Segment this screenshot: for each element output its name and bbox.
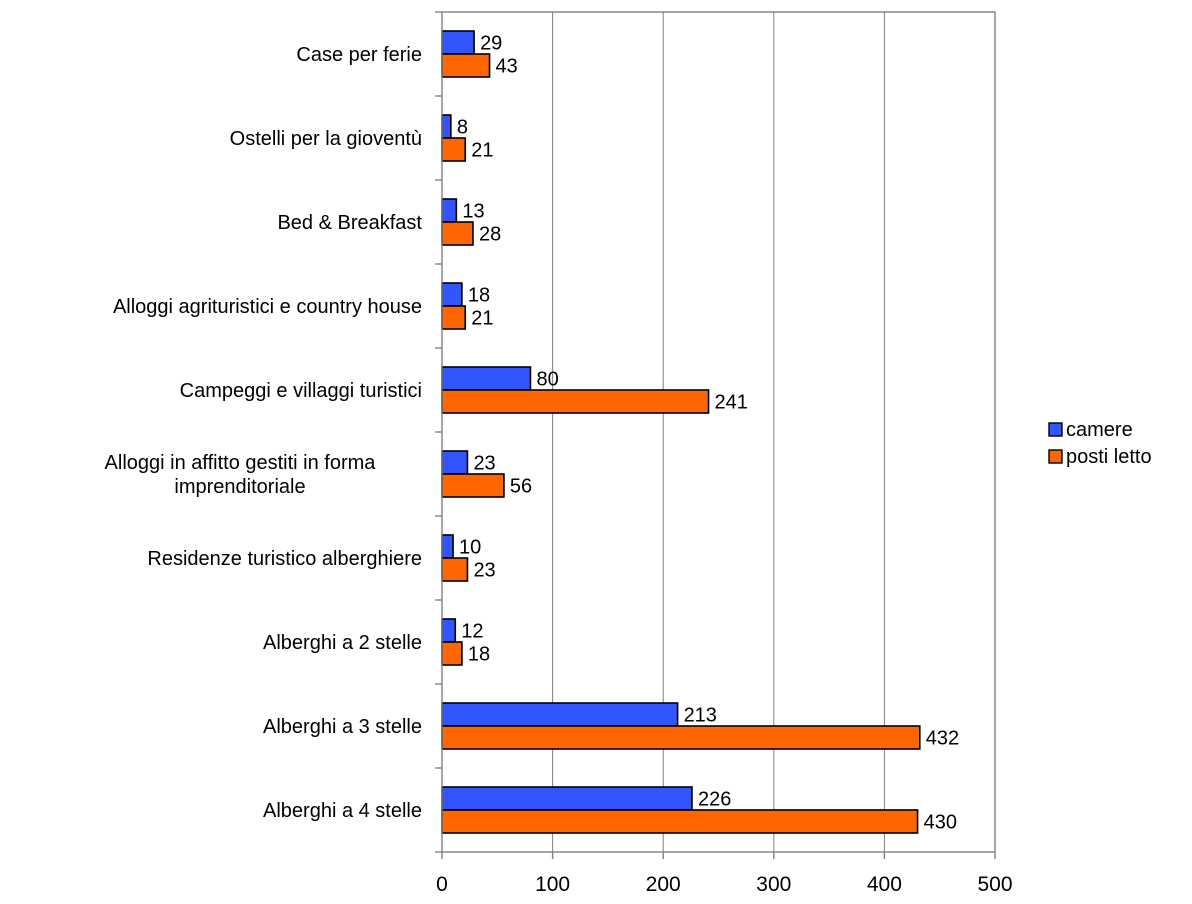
data-label: 10 bbox=[459, 537, 481, 559]
data-label: 43 bbox=[496, 56, 518, 78]
bar-posti-letto bbox=[441, 221, 474, 246]
data-label: 8 bbox=[457, 117, 468, 139]
bar-posti-letto bbox=[441, 389, 710, 414]
bar-posti-letto bbox=[441, 53, 491, 78]
category-label-line: Alloggi in affitto gestiti in forma bbox=[105, 452, 377, 474]
category-label-line: Alloggi agrituristici e country house bbox=[113, 296, 422, 318]
category-label: Campeggi e villaggi turistici bbox=[180, 380, 422, 402]
bar-camere bbox=[441, 534, 454, 559]
data-label: 21 bbox=[471, 308, 493, 330]
data-label: 80 bbox=[536, 369, 558, 391]
bar-camere bbox=[441, 618, 457, 643]
legend: camere posti letto bbox=[1048, 419, 1152, 468]
category-label: Alberghi a 3 stelle bbox=[263, 716, 422, 738]
bar-camere bbox=[441, 198, 458, 223]
x-tick-label: 100 bbox=[535, 873, 570, 896]
category-label: Residenze turistico alberghiere bbox=[147, 548, 422, 570]
data-label: 18 bbox=[468, 644, 490, 666]
data-label: 29 bbox=[480, 33, 502, 55]
bar-posti-letto bbox=[441, 725, 921, 750]
bar-camere bbox=[441, 786, 693, 811]
category-label-line: Ostelli per la gioventù bbox=[230, 128, 422, 150]
bar-camere bbox=[441, 450, 469, 475]
bar-posti-letto bbox=[441, 473, 505, 498]
x-tick-label: 400 bbox=[867, 873, 902, 896]
category-label-line: Alberghi a 2 stelle bbox=[263, 632, 422, 654]
category-label: Bed & Breakfast bbox=[277, 212, 422, 234]
bar-posti-letto bbox=[441, 809, 919, 834]
bar-posti-letto bbox=[441, 641, 463, 666]
category-label: Case per ferie bbox=[296, 44, 422, 66]
category-label: Alloggi in affitto gestiti in forma impre… bbox=[105, 452, 377, 498]
category-label-line: Alberghi a 4 stelle bbox=[263, 800, 422, 822]
x-tick-label: 500 bbox=[977, 873, 1012, 896]
category-label: Alberghi a 2 stelle bbox=[263, 632, 422, 654]
category-label-line: Bed & Breakfast bbox=[277, 212, 422, 234]
data-label: 12 bbox=[461, 621, 483, 643]
data-label: 213 bbox=[684, 705, 717, 727]
bar-camere bbox=[441, 702, 679, 727]
bar-posti-letto bbox=[441, 137, 467, 162]
bar-posti-letto bbox=[441, 557, 469, 582]
category-label: Ostelli per la gioventù bbox=[230, 128, 422, 150]
category-label-line: Alberghi a 3 stelle bbox=[263, 716, 422, 738]
legend-swatch-posti-letto bbox=[1048, 449, 1063, 464]
bar-posti-letto bbox=[441, 305, 467, 330]
data-label: 226 bbox=[698, 789, 731, 811]
category-label: Alberghi a 4 stelle bbox=[263, 800, 422, 822]
category-label-line: Residenze turistico alberghiere bbox=[147, 548, 422, 570]
category-label: Alloggi agrituristici e country house bbox=[113, 296, 422, 318]
category-label-line: imprenditoriale bbox=[174, 476, 305, 498]
bar-camere bbox=[441, 114, 452, 139]
data-label: 23 bbox=[473, 560, 495, 582]
category-label-line: Case per ferie bbox=[296, 44, 422, 66]
x-tick-label: 0 bbox=[436, 873, 448, 896]
data-label: 432 bbox=[926, 728, 959, 750]
legend-swatch-camere bbox=[1048, 422, 1063, 437]
bar-layer bbox=[441, 30, 921, 834]
category-label-line: Campeggi e villaggi turistici bbox=[180, 380, 422, 402]
axis-layer: 0 100 200 300 400 500 bbox=[435, 11, 1013, 896]
legend-label-posti-letto: posti letto bbox=[1066, 446, 1152, 468]
data-label: 23 bbox=[473, 453, 495, 475]
bar-camere bbox=[441, 30, 475, 55]
data-label: 56 bbox=[510, 476, 532, 498]
data-label: 13 bbox=[462, 201, 484, 223]
data-label: 21 bbox=[471, 140, 493, 162]
x-tick-label: 300 bbox=[756, 873, 791, 896]
data-label: 430 bbox=[924, 812, 957, 834]
bar-camere bbox=[441, 366, 532, 391]
data-label: 241 bbox=[715, 392, 748, 414]
data-label: 28 bbox=[479, 224, 501, 246]
legend-label-camere: camere bbox=[1066, 419, 1133, 441]
data-label: 18 bbox=[468, 285, 490, 307]
x-tick-label: 200 bbox=[646, 873, 681, 896]
bar-camere bbox=[441, 282, 463, 307]
